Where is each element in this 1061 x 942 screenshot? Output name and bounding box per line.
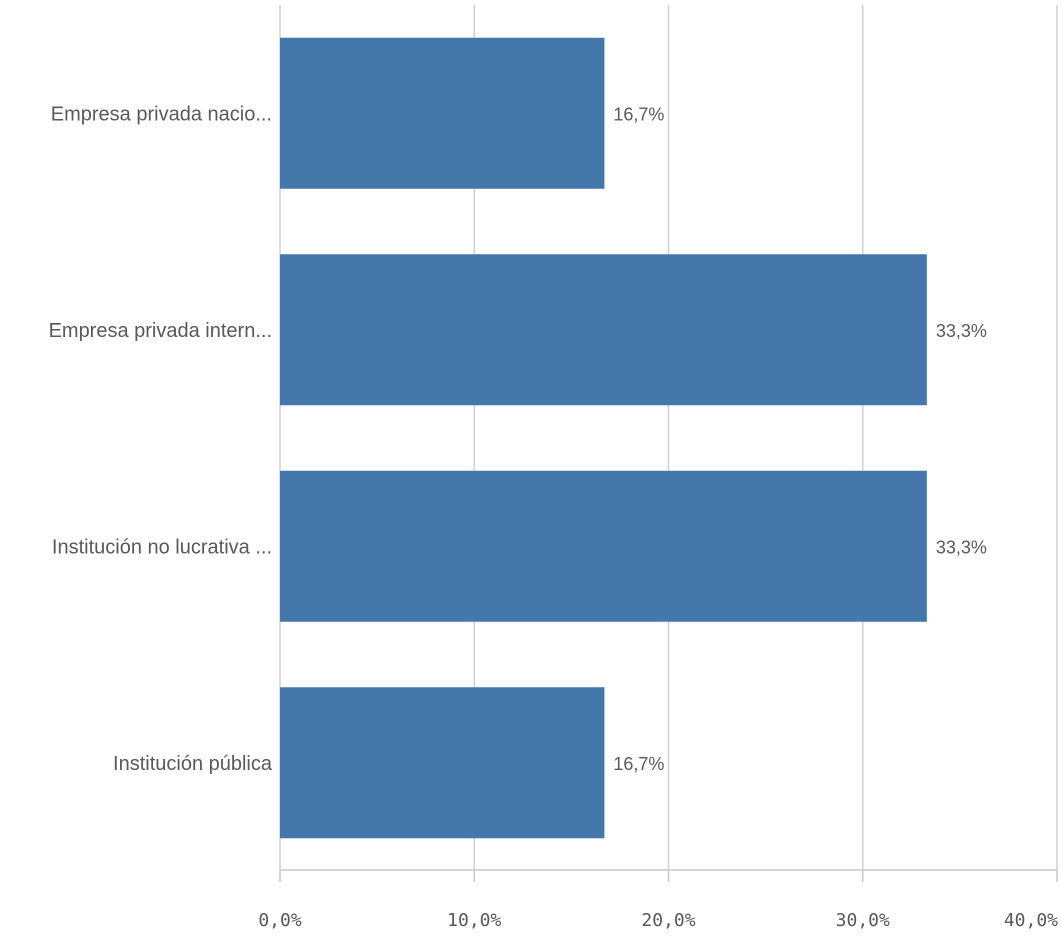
- category-label-0: Empresa privada nacio...: [51, 103, 272, 125]
- x-tick-label-4: 40,0%: [1004, 910, 1058, 931]
- x-tick-label-3: 30,0%: [836, 910, 890, 931]
- data-label-2: 33,3%: [936, 537, 987, 557]
- labels: 16,7% Empresa privada nacio... 33,3% Empres…: [49, 103, 987, 775]
- data-label-0: 16,7%: [613, 104, 664, 124]
- bar-3[interactable]: [280, 687, 605, 839]
- x-tick-label-1: 10,0%: [447, 910, 501, 931]
- bar-1[interactable]: [280, 254, 927, 406]
- bar-0[interactable]: [280, 37, 605, 189]
- bar-2[interactable]: [280, 470, 927, 622]
- x-tick-label-0: 0,0%: [258, 910, 302, 931]
- bars: [280, 37, 927, 839]
- x-tick-label-2: 20,0%: [641, 910, 695, 931]
- category-label-2: Institución no lucrativa ...: [52, 536, 272, 558]
- category-label-3: Institución pública: [113, 753, 273, 775]
- data-label-3: 16,7%: [613, 754, 664, 774]
- x-axis: 0,0% 10,0% 20,0% 30,0% 40,0%: [258, 869, 1058, 931]
- category-label-1: Empresa privada intern...: [49, 320, 272, 342]
- data-label-1: 33,3%: [936, 321, 987, 341]
